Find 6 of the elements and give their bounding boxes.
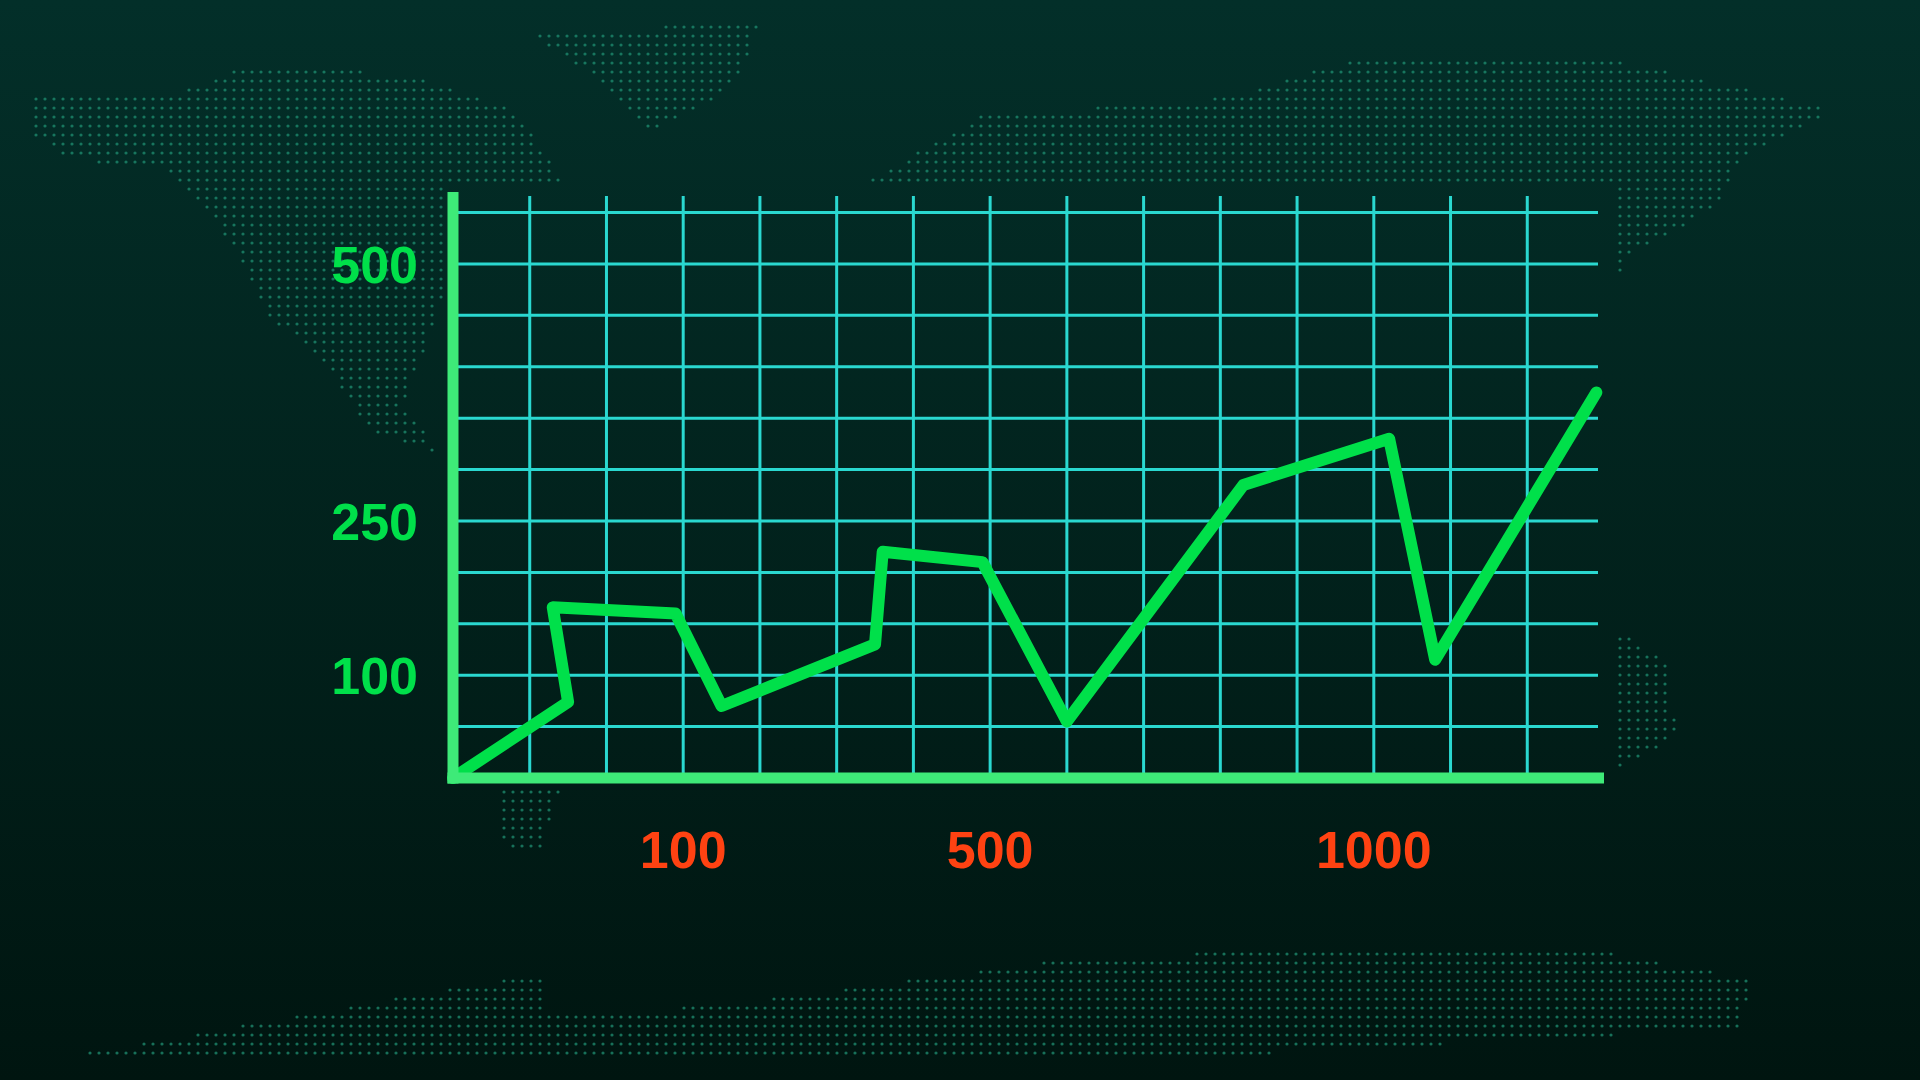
x-tick-label: 1000 xyxy=(1315,821,1432,879)
y-tick-label: 100 xyxy=(331,646,418,705)
y-tick-label: 500 xyxy=(331,235,418,294)
x-tick-label: 100 xyxy=(639,821,727,879)
y-tick-label: 250 xyxy=(331,492,418,551)
x-tick-label: 500 xyxy=(946,821,1034,879)
